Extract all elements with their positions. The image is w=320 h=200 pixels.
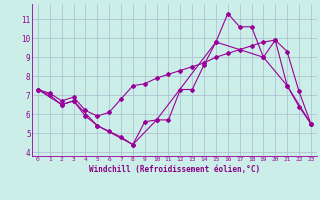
X-axis label: Windchill (Refroidissement éolien,°C): Windchill (Refroidissement éolien,°C) xyxy=(89,165,260,174)
